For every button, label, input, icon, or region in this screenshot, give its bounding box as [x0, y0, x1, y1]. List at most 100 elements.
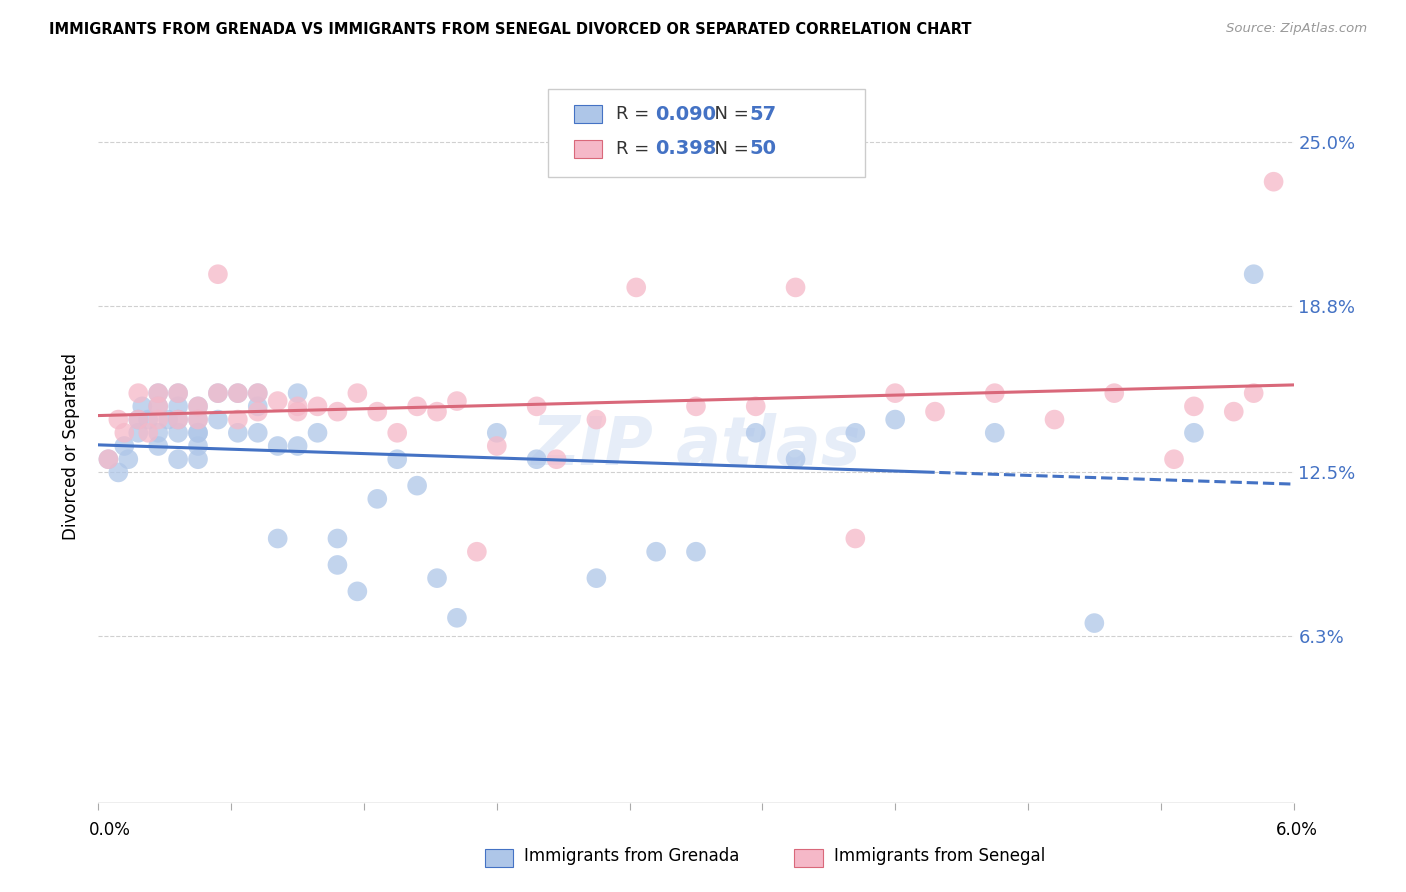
Point: [148, 386, 170, 401]
Point: [148, 439, 170, 453]
Text: ZIP atlas: ZIP atlas: [531, 413, 860, 479]
Point: [127, 412, 149, 426]
Point: [307, 425, 329, 440]
Point: [187, 425, 209, 440]
Point: [1163, 452, 1185, 467]
Point: [287, 386, 309, 401]
Point: [127, 425, 149, 440]
Point: [148, 425, 170, 440]
Point: [844, 532, 866, 546]
Point: [485, 439, 508, 453]
Point: [844, 425, 866, 440]
Text: 0.398: 0.398: [655, 139, 717, 159]
Point: [446, 394, 468, 409]
Point: [526, 452, 548, 467]
Text: 57: 57: [749, 104, 776, 124]
Point: [117, 452, 139, 467]
Point: [187, 400, 209, 414]
Point: [127, 386, 149, 401]
Point: [785, 452, 807, 467]
Point: [167, 425, 190, 440]
Point: [287, 400, 309, 414]
Text: N =: N =: [703, 105, 755, 123]
Text: 0.0%: 0.0%: [89, 821, 131, 838]
Point: [148, 412, 170, 426]
Point: [326, 532, 349, 546]
Point: [226, 412, 249, 426]
Point: [148, 400, 170, 414]
Point: [685, 545, 707, 559]
Point: [1243, 386, 1265, 401]
Point: [585, 571, 607, 585]
Point: [526, 400, 548, 414]
Point: [385, 452, 409, 467]
Point: [1243, 267, 1265, 281]
Point: [745, 400, 768, 414]
Point: [406, 478, 429, 492]
Y-axis label: Divorced or Separated: Divorced or Separated: [62, 352, 80, 540]
Point: [1182, 400, 1205, 414]
Point: [1182, 425, 1205, 440]
Point: [984, 386, 1007, 401]
Point: [645, 545, 668, 559]
Point: [131, 400, 153, 414]
Point: [984, 425, 1007, 440]
Point: [287, 404, 309, 418]
Point: [287, 439, 309, 453]
Point: [207, 386, 229, 401]
Point: [226, 386, 249, 401]
Point: [148, 400, 170, 414]
Point: [246, 386, 269, 401]
Point: [187, 439, 209, 453]
Text: 6.0%: 6.0%: [1275, 821, 1317, 838]
Point: [187, 452, 209, 467]
Point: [924, 404, 946, 418]
Text: IMMIGRANTS FROM GRENADA VS IMMIGRANTS FROM SENEGAL DIVORCED OR SEPARATED CORRELA: IMMIGRANTS FROM GRENADA VS IMMIGRANTS FR…: [49, 22, 972, 37]
Point: [148, 386, 170, 401]
Point: [207, 267, 229, 281]
Point: [226, 386, 249, 401]
Point: [585, 412, 607, 426]
Point: [426, 404, 449, 418]
Point: [1104, 386, 1126, 401]
Point: [406, 400, 429, 414]
Text: Source: ZipAtlas.com: Source: ZipAtlas.com: [1226, 22, 1367, 36]
Point: [167, 412, 190, 426]
Point: [465, 545, 488, 559]
Point: [246, 425, 269, 440]
Point: [546, 452, 568, 467]
Point: [385, 425, 409, 440]
Point: [346, 386, 368, 401]
Text: Immigrants from Senegal: Immigrants from Senegal: [834, 847, 1045, 865]
Point: [307, 400, 329, 414]
Point: [97, 452, 120, 467]
Point: [884, 412, 907, 426]
Point: [167, 452, 190, 467]
Point: [167, 386, 190, 401]
Point: [207, 412, 229, 426]
Point: [267, 439, 290, 453]
Point: [1043, 412, 1066, 426]
Point: [187, 412, 209, 426]
Point: [107, 412, 129, 426]
Point: [326, 404, 349, 418]
Point: [112, 425, 135, 440]
Point: [207, 386, 229, 401]
Point: [226, 425, 249, 440]
Text: N =: N =: [703, 140, 755, 158]
Point: [366, 491, 388, 506]
Point: [167, 412, 190, 426]
Point: [187, 412, 209, 426]
Point: [246, 386, 269, 401]
Point: [426, 571, 449, 585]
Point: [187, 400, 209, 414]
Point: [366, 404, 388, 418]
Point: [685, 400, 707, 414]
Point: [107, 466, 129, 480]
Point: [157, 412, 180, 426]
Point: [127, 412, 149, 426]
Point: [884, 386, 907, 401]
Point: [187, 425, 209, 440]
Point: [346, 584, 368, 599]
Point: [246, 400, 269, 414]
